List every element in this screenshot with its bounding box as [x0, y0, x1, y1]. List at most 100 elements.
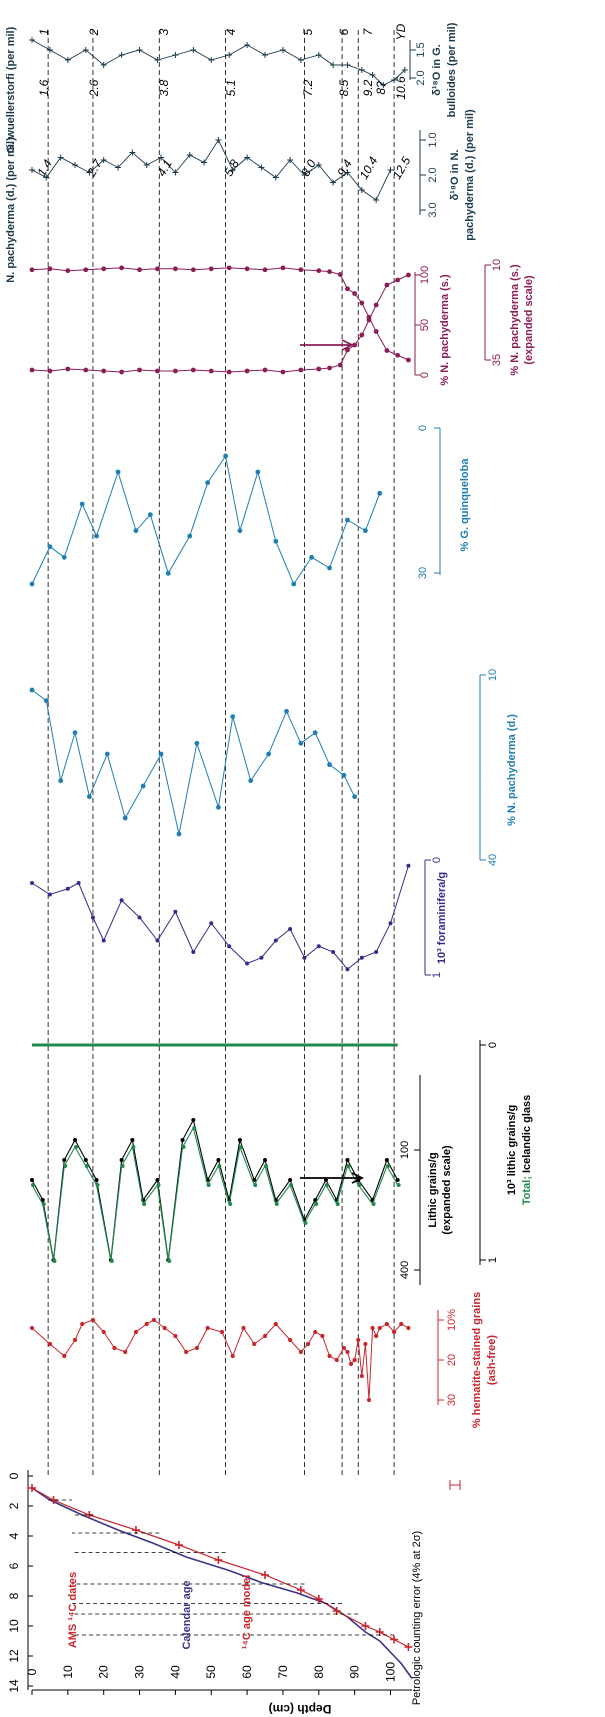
event-age-col2-7: 12.5 — [390, 154, 414, 182]
lithic-expanded-line — [31, 1118, 399, 1261]
gq-point — [47, 544, 53, 550]
nps-point — [47, 368, 53, 374]
iso-top-label-npd: N. pachyderma (d.) (per mil) — [5, 137, 17, 283]
glass-expanded-point — [31, 1183, 35, 1187]
nps-point — [406, 272, 411, 278]
iso-gb-label-1: δ¹⁸O in G. — [431, 44, 443, 96]
hematite-point — [391, 1329, 397, 1335]
npd-point — [29, 687, 35, 693]
gq-point — [223, 453, 228, 459]
ams-date-marker — [261, 1571, 270, 1579]
nps-expanded-point — [337, 272, 343, 277]
glass-expanded-point — [335, 1202, 340, 1206]
nps-expanded-point — [83, 267, 89, 273]
glass-expanded-point — [95, 1183, 100, 1187]
foram-point — [273, 938, 278, 943]
foram-axis-label: 10³ foraminifera/g — [436, 872, 448, 964]
gq-axis-label: % G. quinqueloba — [459, 458, 471, 552]
hematite-point — [262, 1333, 268, 1339]
nps-point — [83, 367, 89, 373]
nps-point — [137, 367, 142, 373]
nps-point — [29, 367, 35, 373]
glass-expanded-point — [84, 1164, 89, 1168]
nps-expanded-point — [137, 267, 142, 273]
glass-expanded-line — [31, 1126, 399, 1262]
nps-expanded-point — [47, 266, 53, 272]
nps-expanded-point — [208, 266, 214, 272]
nps-expanded-point — [406, 357, 411, 363]
gq-point — [255, 469, 261, 475]
lithic-total-tick-label: 1 — [487, 1257, 499, 1263]
foram-point — [155, 938, 160, 943]
gq-point — [237, 528, 243, 534]
npd-tick-label: 10 — [487, 669, 499, 681]
npd-axis-label: % N. pachyderma (d.) — [506, 714, 518, 826]
nps-point — [316, 366, 322, 372]
nps-point — [359, 332, 365, 338]
hematite-point — [29, 1325, 35, 1331]
glass-expanded-point — [346, 1164, 351, 1168]
glass-expanded-point — [63, 1164, 68, 1168]
gq-point — [61, 554, 67, 560]
foram-point — [259, 955, 264, 960]
ams-date-marker — [28, 1484, 36, 1492]
depth-tick-label-50: 50 — [204, 1665, 218, 1679]
age-tick-label-8: 8 — [7, 1592, 21, 1599]
event-age-col1-1: 2.6 — [87, 79, 101, 97]
gq-point — [205, 480, 211, 486]
depth-tick-label-0: 0 — [25, 1668, 39, 1675]
lithic-expanded-point — [94, 1178, 99, 1182]
nps-expanded-point — [359, 300, 365, 306]
gq-point — [273, 538, 279, 544]
glass-expanded-point — [206, 1183, 211, 1187]
glass-expanded-point — [324, 1183, 329, 1187]
lithic-expanded-point — [263, 1158, 268, 1162]
hematite-point — [370, 1325, 375, 1331]
glass-expanded-point — [238, 1145, 243, 1149]
nps-point — [384, 282, 390, 288]
foram-point — [302, 955, 307, 960]
gq-tick-label: 0 — [417, 425, 429, 431]
nps-point — [208, 368, 214, 374]
foram-point — [245, 961, 250, 966]
nps-expanded-point — [366, 314, 372, 320]
glass-expanded-point — [253, 1183, 258, 1187]
hematite-point — [162, 1325, 167, 1331]
hematite-point — [327, 1353, 332, 1359]
event-age-col2-5: 9.4 — [334, 157, 355, 179]
gq-point — [377, 490, 383, 496]
glass-expanded-point — [385, 1164, 390, 1168]
npd-point — [86, 794, 92, 800]
lithic-arrow — [300, 1172, 365, 1184]
hematite-point — [334, 1357, 339, 1363]
gq-point — [327, 565, 332, 571]
nps-line — [31, 274, 409, 373]
lithic-expanded-point — [40, 1198, 45, 1202]
npd-point — [176, 831, 182, 837]
lithic-expanded-point — [191, 1118, 196, 1122]
iso-gb-label-2: bulloides (per mil) — [446, 22, 458, 117]
lithic-exp-label-1: Lithic grains/g — [427, 1152, 439, 1227]
gq-point — [291, 581, 297, 587]
nps-arrow — [300, 339, 355, 351]
iso-gb-tick-label: 1.5 — [415, 42, 427, 57]
nps-point — [190, 367, 196, 373]
iso-npd-tick-label: 2.0 — [427, 167, 439, 182]
ams-date-marker — [174, 1541, 183, 1549]
foram-point — [137, 915, 142, 920]
event-label-6: 6 — [337, 28, 351, 35]
event-age-col1-0: 1.6 — [37, 79, 51, 96]
hematite-point — [194, 1345, 200, 1351]
glass-expanded-point — [264, 1164, 269, 1168]
event-label-7: 7 — [361, 27, 375, 35]
hematite-point — [366, 1397, 372, 1403]
nps-point — [65, 366, 71, 372]
age-tick-label-4: 4 — [7, 1532, 21, 1539]
foram-point — [406, 863, 411, 868]
npd-point — [284, 708, 289, 714]
glass-expanded-point — [357, 1183, 362, 1187]
error-bar-symbol — [449, 1480, 461, 1490]
foram-point — [173, 909, 178, 914]
nps-exp-tick-label: 10 — [491, 259, 503, 271]
